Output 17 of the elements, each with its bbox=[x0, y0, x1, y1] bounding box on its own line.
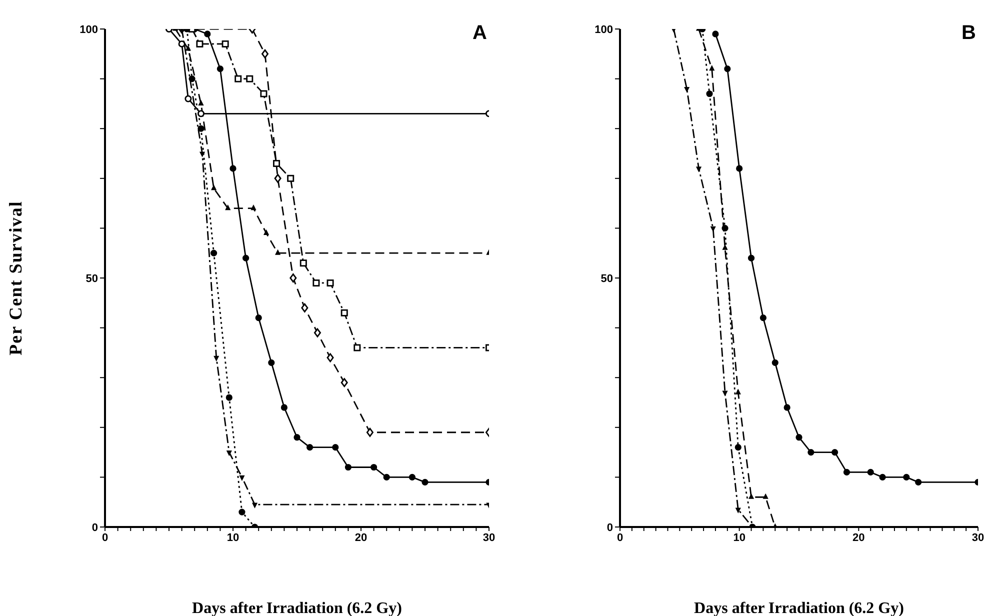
y-tick-label: 0 bbox=[606, 522, 613, 534]
y-tick-label: 100 bbox=[594, 24, 613, 36]
y-tick-label: 100 bbox=[80, 24, 98, 36]
annotation: A bbox=[472, 22, 487, 45]
y-tick-label: 0 bbox=[92, 522, 98, 534]
annotation: B bbox=[962, 22, 976, 45]
x-tick-label: 20 bbox=[354, 532, 368, 544]
x-tick-label: 0 bbox=[102, 532, 108, 544]
y-axis-title: Per Cent Survival bbox=[5, 200, 26, 356]
x-tick-label: 10 bbox=[226, 532, 240, 544]
x-tick-label: 30 bbox=[482, 532, 496, 544]
y-tick-label: 50 bbox=[600, 272, 613, 285]
x-tick-label: 20 bbox=[852, 532, 865, 544]
x-tick-label: 30 bbox=[972, 532, 984, 544]
y-tick-label: 50 bbox=[86, 272, 98, 285]
x-tick-label: 0 bbox=[616, 532, 624, 544]
x-tick-label: 10 bbox=[733, 532, 746, 544]
